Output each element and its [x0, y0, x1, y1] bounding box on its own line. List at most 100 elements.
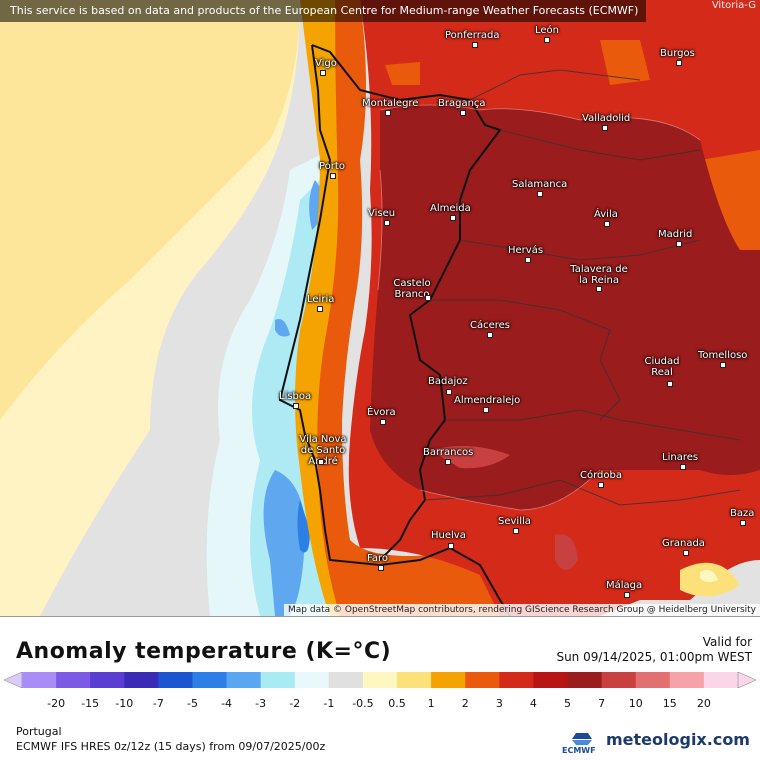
- city-marker: [513, 528, 519, 534]
- corner-city-label: Vitoria-G: [711, 0, 756, 11]
- city-label: Ponferrada: [445, 30, 500, 41]
- city-marker: [683, 550, 689, 556]
- city-label: Córdoba: [580, 470, 622, 481]
- city-label: Sevilla: [498, 516, 531, 527]
- legend-swatch: [124, 672, 159, 688]
- legend-swatch: [431, 672, 466, 688]
- city-marker: [537, 191, 543, 197]
- chart-title: Anomaly temperature (K=°C): [16, 639, 392, 664]
- city-label: Burgos: [660, 48, 695, 59]
- legend-tick-label: 0.5: [388, 697, 406, 710]
- legend-tick-label: 4: [529, 697, 537, 710]
- city-label: Évora: [367, 407, 396, 418]
- city-label: Tomelloso: [698, 350, 748, 361]
- legend-tick-label: -4: [221, 697, 233, 710]
- city-marker: [720, 362, 726, 368]
- legend-high-arrow: [737, 671, 757, 689]
- city-marker: [385, 110, 391, 116]
- city-marker: [525, 257, 531, 263]
- city-marker: [676, 241, 682, 247]
- meteologix-logo[interactable]: meteologix.com: [606, 730, 750, 749]
- valid-time: Sun 09/14/2025, 01:00pm WEST: [556, 650, 752, 664]
- legend-tick-label: 5: [564, 697, 572, 710]
- city-label: Faro: [367, 553, 388, 564]
- legend-swatch: [601, 672, 637, 688]
- legend-tick-label: -5: [186, 697, 198, 710]
- legend-swatch: [533, 672, 569, 688]
- legend-tick-label: 2: [461, 697, 469, 710]
- city-marker: [330, 173, 336, 179]
- legend-swatch: [567, 672, 603, 688]
- city-label: Vigo: [315, 58, 337, 69]
- legend-tick-label: 15: [662, 697, 677, 710]
- city-marker: [624, 592, 630, 598]
- legend-tick-label: -1: [323, 697, 335, 710]
- city-label: Ciudad Real: [644, 356, 680, 378]
- city-marker: [596, 286, 602, 292]
- legend-swatch: [703, 672, 739, 688]
- city-marker: [425, 295, 431, 301]
- legend-tick-label: 10: [628, 697, 643, 710]
- city-label: Granada: [662, 538, 705, 549]
- city-marker: [676, 60, 682, 66]
- city-label: Hervás: [508, 245, 544, 256]
- legend-swatch: [158, 672, 193, 688]
- legend-swatch: [397, 672, 432, 688]
- city-marker: [384, 220, 390, 226]
- city-label: Leiria: [307, 294, 335, 305]
- city-marker: [472, 42, 478, 48]
- legend-swatch: [22, 672, 57, 688]
- city-marker: [293, 403, 299, 409]
- city-marker: [740, 520, 746, 526]
- map-attribution: Map data © OpenStreetMap contributors, r…: [284, 604, 760, 616]
- city-label: Huelva: [431, 530, 466, 541]
- city-marker: [448, 543, 454, 549]
- city-label: Baza: [730, 508, 755, 519]
- city-label: León: [535, 25, 560, 36]
- footer-info: Portugal ECMWF IFS HRES 0z/12z (15 days)…: [16, 724, 325, 754]
- city-label: Talavera de la Reina: [570, 264, 628, 286]
- city-label: Almendralejo: [454, 395, 521, 406]
- legend-swatch: [669, 672, 705, 688]
- legend-swatch: [362, 672, 398, 688]
- legend-tick-label: -7: [152, 697, 164, 710]
- city-label: Barrancos: [423, 447, 474, 458]
- city-label: Montalegre: [362, 98, 419, 109]
- city-marker: [667, 381, 673, 387]
- legend-tick-label: -2: [289, 697, 301, 710]
- city-label: Lisboa: [279, 391, 312, 402]
- anomaly-field: [0, 0, 760, 616]
- legend-swatch: [465, 672, 500, 688]
- legend-tick-label: 20: [696, 697, 711, 710]
- legend-low-arrow: [3, 671, 23, 689]
- city-marker: [544, 37, 550, 43]
- city-marker: [602, 125, 608, 131]
- city-marker: [320, 70, 326, 76]
- city-label: Salamanca: [512, 179, 568, 190]
- brand-text: meteologix.com: [606, 730, 750, 749]
- legend-swatch: [294, 672, 330, 688]
- weather-map[interactable]: This service is based on data and produc…: [0, 0, 760, 617]
- region-label: Portugal: [16, 725, 62, 738]
- city-marker: [598, 482, 604, 488]
- ecmwf-notice-banner: This service is based on data and produc…: [0, 0, 647, 22]
- city-marker: [680, 464, 686, 470]
- legend-tick-label: -15: [81, 697, 100, 710]
- legend-swatch: [192, 672, 228, 688]
- city-label: Cáceres: [470, 320, 511, 331]
- city-label: Almeida: [430, 203, 471, 214]
- legend-tick-label: -20: [47, 697, 66, 710]
- city-marker: [446, 389, 452, 395]
- city-marker: [317, 306, 323, 312]
- legend-swatch: [635, 672, 671, 688]
- legend-swatch: [260, 672, 296, 688]
- city-label: Madrid: [658, 229, 693, 240]
- legend-tick-label: 3: [495, 697, 503, 710]
- ecmwf-logo-icon: [572, 733, 592, 745]
- legend-tick-label: -3: [255, 697, 267, 710]
- city-marker: [318, 459, 324, 465]
- legend-swatch: [499, 672, 534, 688]
- legend-bar: [3, 671, 757, 689]
- ecmwf-logo-text: ECMWF: [562, 746, 596, 755]
- city-label: Badajoz: [428, 376, 468, 387]
